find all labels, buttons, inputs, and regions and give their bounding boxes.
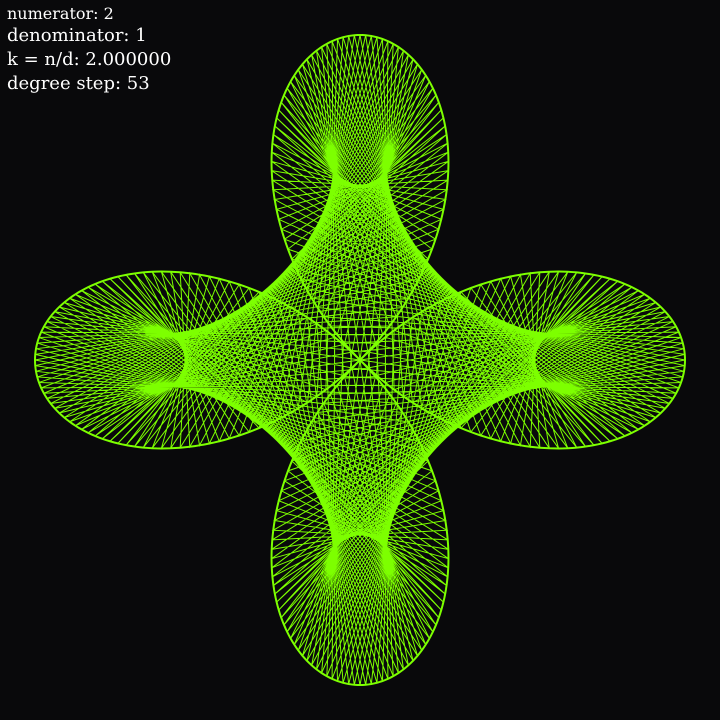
k-ratio-label: k = n/d: 2.000000 (7, 49, 172, 70)
numerator-label: numerator: 2 (7, 4, 114, 23)
degree-step-label: degree step: 53 (7, 73, 150, 94)
denominator-label: denominator: 1 (7, 25, 147, 46)
parameter-readout: numerator: 2 denominator: 1 k = n/d: 2.0… (7, 4, 171, 96)
rose-curve-outline (33, 33, 687, 687)
